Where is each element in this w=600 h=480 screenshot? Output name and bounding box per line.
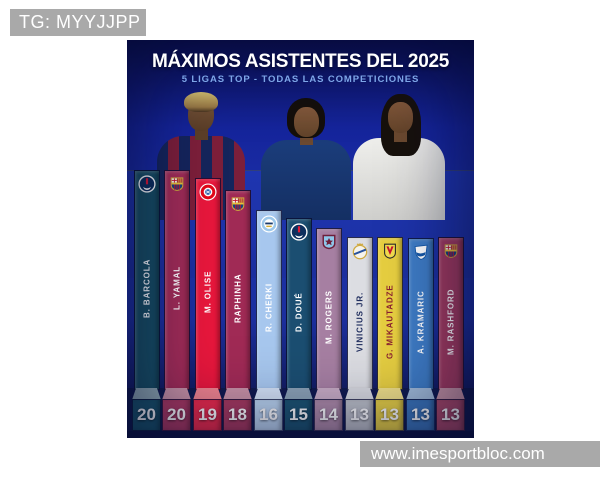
bar-m-rogers: M. ROGERS bbox=[316, 228, 342, 390]
player-name-label: M. RASHFORD bbox=[446, 288, 456, 355]
barcelona-crest-icon bbox=[442, 242, 460, 260]
page-subtitle: 5 LIGAS TOP - TODAS LAS COMPETICIONES bbox=[181, 74, 420, 85]
bayern-crest-icon bbox=[199, 183, 217, 201]
player-name-label: R. CHERKI bbox=[264, 283, 274, 333]
bar-d-dou: D. DOUÉ bbox=[286, 218, 312, 390]
villarreal-crest-icon bbox=[381, 242, 399, 260]
player-name-label: L. YAMAL bbox=[172, 265, 182, 311]
bar-r-cherki: R. CHERKI bbox=[256, 210, 282, 390]
assist-count-label: 16 bbox=[254, 399, 283, 431]
assist-count-label: 13 bbox=[345, 399, 374, 431]
bar-m-rashford: M. RASHFORD bbox=[438, 237, 464, 390]
assist-count-label: 19 bbox=[193, 399, 222, 431]
bar-m-olise: M. OLISE bbox=[195, 178, 221, 390]
player-name-label: RAPHINHA bbox=[233, 273, 243, 323]
player-name-label: VINICIUS JR. bbox=[355, 291, 365, 352]
player-photo-right bbox=[353, 94, 445, 220]
bar-vinicius-jr: VINICIUS JR. bbox=[347, 237, 373, 390]
player-right-neck bbox=[394, 130, 407, 142]
player-left-hair bbox=[184, 92, 218, 112]
assist-count-label: 20 bbox=[162, 399, 191, 431]
barcelona-crest-icon bbox=[229, 195, 247, 213]
assist-count-label: 13 bbox=[436, 399, 465, 431]
psg-crest-icon bbox=[138, 175, 156, 193]
bar-a-kramaric: A. KRAMARIC bbox=[408, 238, 434, 390]
man-city-crest-icon bbox=[260, 215, 278, 233]
hoffenheim-crest-icon bbox=[412, 243, 430, 261]
player-name-label: G. MIKAUTADZE bbox=[385, 284, 395, 359]
aston-villa-crest-icon bbox=[320, 233, 338, 251]
assist-count-label: 13 bbox=[406, 399, 435, 431]
real-madrid-crest-icon bbox=[351, 242, 369, 260]
assist-count-label: 15 bbox=[284, 399, 313, 431]
assist-count-label: 20 bbox=[132, 399, 161, 431]
assist-count-label: 18 bbox=[223, 399, 252, 431]
assist-count-label: 13 bbox=[375, 399, 404, 431]
player-name-label: M. ROGERS bbox=[324, 290, 334, 344]
player-center-face bbox=[294, 107, 319, 137]
player-center-shirt bbox=[261, 140, 351, 220]
infographic: B. BARCOLA 20 L. YAMAL 20 M. OLISE 19 RAPHINHA… bbox=[127, 40, 474, 438]
player-name-label: D. DOUÉ bbox=[294, 292, 304, 332]
bar-g-mikautadze: G. MIKAUTADZE bbox=[377, 237, 403, 390]
psg-crest-icon bbox=[290, 223, 308, 241]
bar-l-yamal: L. YAMAL bbox=[164, 170, 190, 390]
player-right-face bbox=[388, 102, 413, 133]
tg-badge: TG: MYYJJPP bbox=[10, 9, 146, 36]
player-name-label: B. BARCOLA bbox=[142, 258, 152, 318]
bar-raphinha: RAPHINHA bbox=[225, 190, 251, 390]
player-photo-center bbox=[261, 98, 351, 220]
assist-count-label: 14 bbox=[314, 399, 343, 431]
player-left-neck bbox=[195, 128, 208, 140]
player-name-label: M. OLISE bbox=[203, 270, 213, 314]
bottom-strip bbox=[127, 431, 474, 438]
barcelona-crest-icon bbox=[168, 175, 186, 193]
watermark-bar: www.imesportbloc.com bbox=[360, 441, 600, 467]
bar-b-barcola: B. BARCOLA bbox=[134, 170, 160, 390]
player-name-label: A. KRAMARIC bbox=[416, 290, 426, 354]
page-title: MÁXIMOS ASISTENTES DEL 2025 bbox=[151, 51, 450, 72]
